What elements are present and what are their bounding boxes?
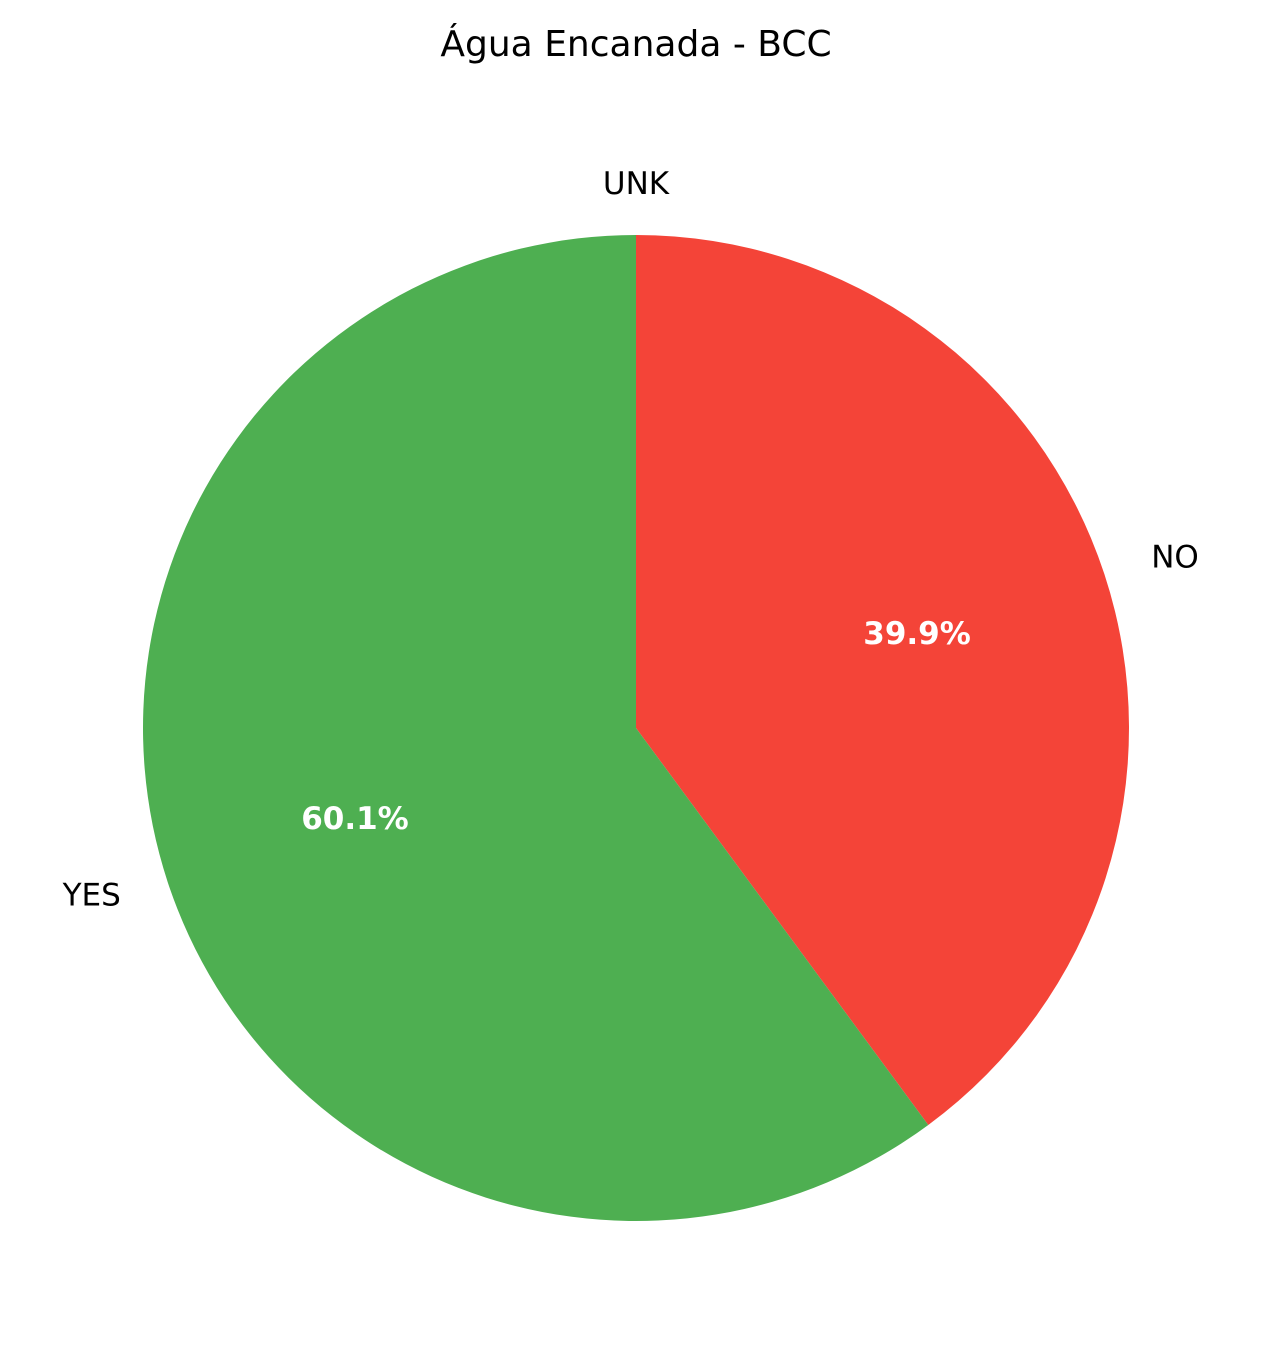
pie-slice-yes: [143, 235, 929, 1221]
pie-slices: [143, 235, 1129, 1221]
pie-labels: UNK NO 39.9% YES 60.1%: [62, 166, 1199, 913]
percent-label-no: 39.9%: [863, 616, 971, 652]
slice-label-yes: YES: [62, 878, 121, 914]
slice-label-no: NO: [1151, 539, 1199, 575]
pie-slice-no: [636, 235, 1129, 1126]
percent-label-yes: 60.1%: [301, 801, 409, 837]
slice-label-unk: UNK: [603, 166, 670, 202]
chart-title: Água Encanada - BCC: [440, 23, 831, 65]
